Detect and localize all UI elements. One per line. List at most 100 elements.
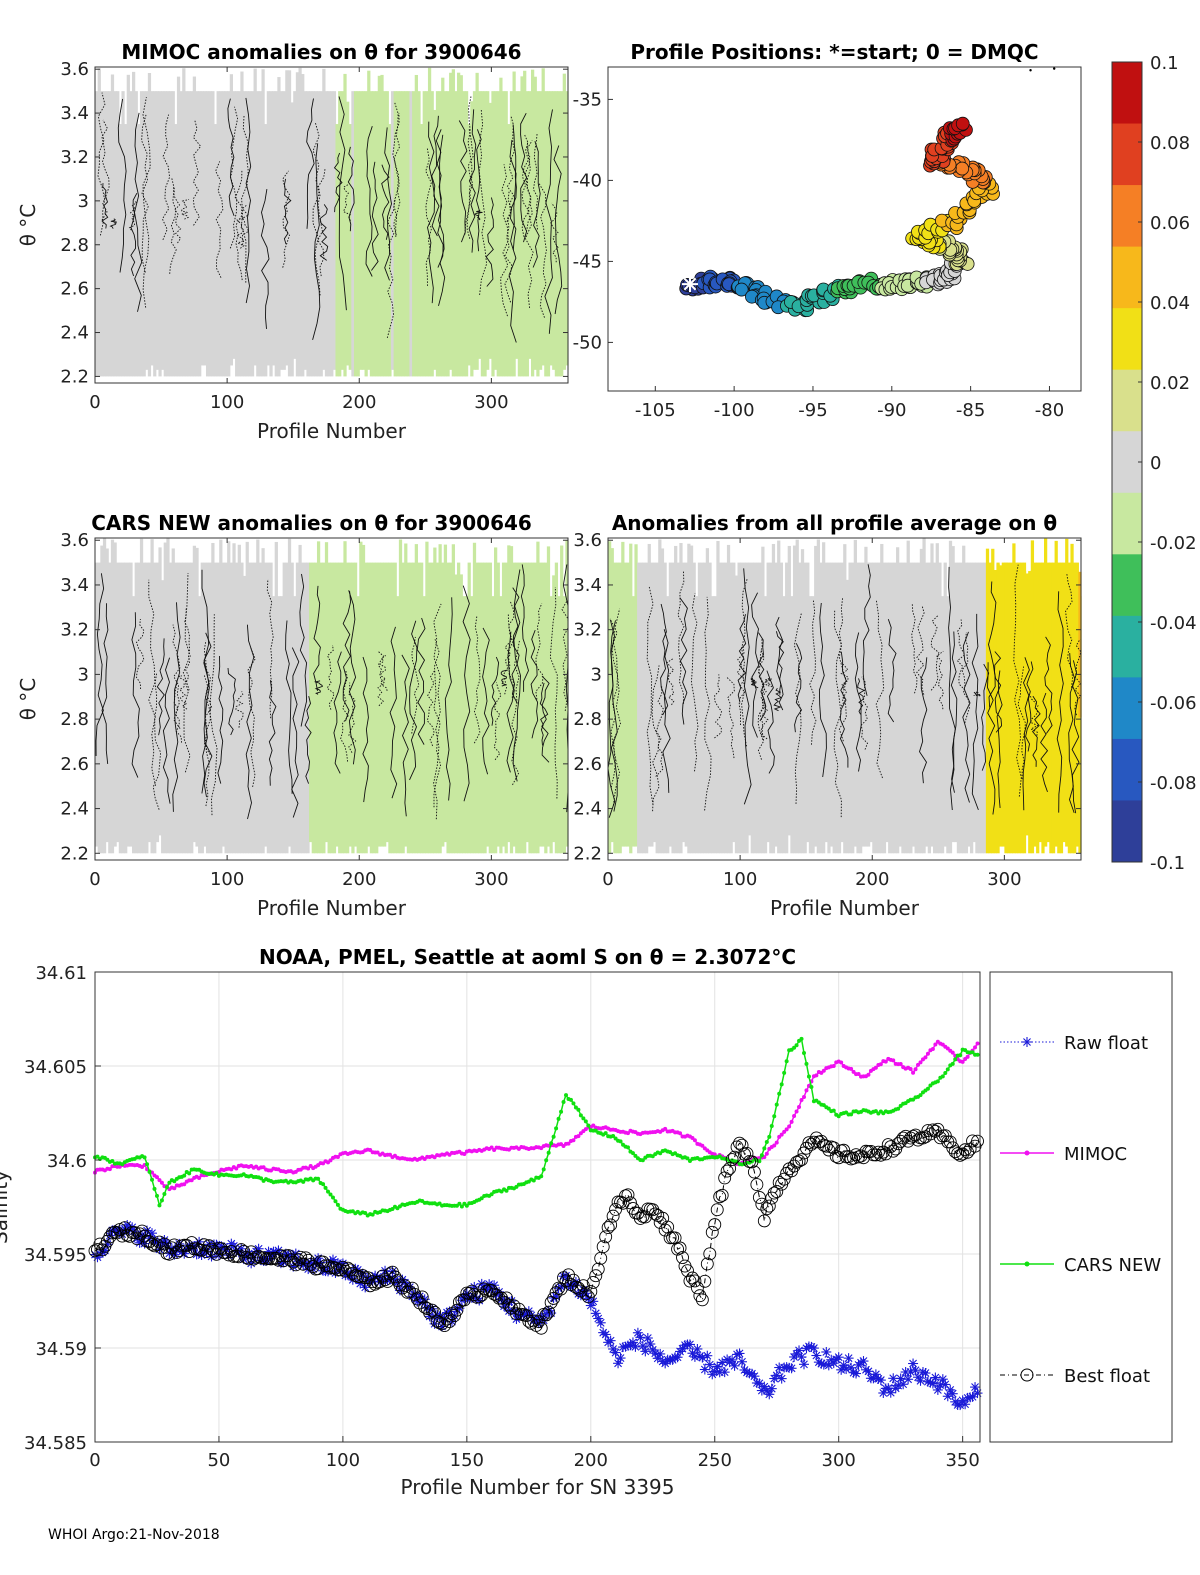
field-column	[684, 562, 688, 847]
field-column	[517, 562, 522, 854]
contour-line	[172, 602, 181, 812]
contour-line	[203, 640, 213, 755]
profile-position-markers	[679, 116, 1000, 318]
series-point	[692, 1343, 703, 1354]
series-point	[757, 1214, 771, 1228]
field-column	[187, 91, 191, 377]
field-column	[533, 562, 537, 854]
series-point	[728, 1150, 742, 1164]
field-column	[155, 91, 160, 370]
field-column	[311, 562, 315, 854]
field-column	[404, 543, 408, 847]
series-point	[881, 1138, 895, 1152]
field-column	[155, 562, 160, 843]
field-column-warm	[996, 563, 1000, 710]
field-column	[383, 562, 387, 847]
series-point	[546, 1150, 551, 1155]
field-column	[205, 562, 210, 854]
field-column	[882, 562, 887, 854]
field-column	[523, 70, 527, 377]
series-point	[685, 1156, 690, 1161]
contour-line	[245, 624, 255, 820]
x-axis-label: Profile Number	[257, 419, 407, 443]
y-tick-label: 3.6	[60, 530, 89, 551]
contour-line	[268, 680, 277, 786]
series-point	[678, 1131, 683, 1136]
contour-line	[333, 152, 343, 213]
field-column	[470, 101, 474, 377]
contour-line	[173, 186, 182, 244]
field-column	[198, 596, 202, 854]
contour-line	[751, 592, 760, 738]
field-column	[499, 596, 503, 854]
series-point	[157, 1237, 171, 1251]
series-point	[723, 1161, 737, 1175]
contour-line	[227, 667, 236, 736]
series-point	[916, 1131, 930, 1145]
y-tick-label: 3.4	[60, 575, 89, 596]
field-column	[674, 545, 678, 854]
field-column	[792, 545, 797, 854]
x-tick-label: -105	[635, 400, 676, 421]
series-point	[737, 1356, 748, 1367]
field-column	[105, 91, 109, 377]
field-column-warm	[1067, 569, 1072, 715]
field-column	[451, 544, 455, 854]
field-column	[398, 539, 403, 854]
contour-line	[444, 597, 453, 801]
series-point	[839, 1060, 844, 1065]
field-column	[279, 91, 284, 370]
field-column	[531, 69, 535, 377]
x-tick-label: -85	[956, 400, 985, 421]
contour-line	[760, 681, 769, 740]
field-column	[637, 562, 641, 854]
field-column	[806, 562, 810, 843]
field-column	[293, 91, 297, 359]
field-column	[367, 70, 371, 370]
field-column	[985, 548, 990, 854]
series-point	[683, 1274, 697, 1288]
contour-line	[996, 670, 1003, 808]
y-tick-label: 34.585	[24, 1433, 87, 1454]
y-tick-label: 34.59	[35, 1339, 87, 1360]
contour-line	[156, 638, 165, 736]
series-point	[772, 1114, 777, 1119]
series-point	[923, 1055, 928, 1060]
field-column	[335, 124, 339, 377]
series-point	[534, 1321, 548, 1335]
field-column-warm	[1017, 570, 1021, 717]
series-point	[779, 1132, 784, 1137]
field-column	[348, 124, 352, 370]
field-column	[290, 562, 294, 854]
series-point	[599, 1230, 613, 1244]
series-point	[123, 1229, 137, 1243]
contour-line	[506, 115, 515, 223]
field-column	[95, 91, 99, 377]
field-column	[541, 68, 545, 366]
y-tick-label: 34.61	[35, 963, 87, 984]
field-column	[520, 76, 524, 377]
field-column	[118, 124, 123, 377]
field-column-warm	[1065, 565, 1069, 711]
contour-line	[347, 146, 355, 232]
dmqc-dot	[1052, 67, 1056, 70]
series-point	[801, 1094, 806, 1099]
contour-line	[550, 202, 559, 263]
contour-line	[1040, 692, 1049, 793]
series-point	[578, 1113, 583, 1118]
series-point	[335, 1202, 340, 1207]
field-column	[158, 91, 162, 377]
field-column	[97, 68, 101, 377]
field-column-warm	[1014, 565, 1019, 711]
series-point	[445, 1307, 459, 1321]
colorbar: 0.1 0.08 0.06 0.04 0.02 0 -0.02 -0.04 -0.06 -0.08…	[1111, 53, 1197, 874]
contour-line	[679, 597, 688, 725]
field-column	[364, 562, 368, 854]
series-point	[569, 1280, 583, 1294]
series-point	[328, 1192, 333, 1197]
series-point	[615, 1353, 626, 1364]
field-column	[129, 562, 133, 847]
field-column	[755, 562, 760, 854]
field-column	[438, 91, 442, 377]
series-point	[873, 1109, 878, 1114]
